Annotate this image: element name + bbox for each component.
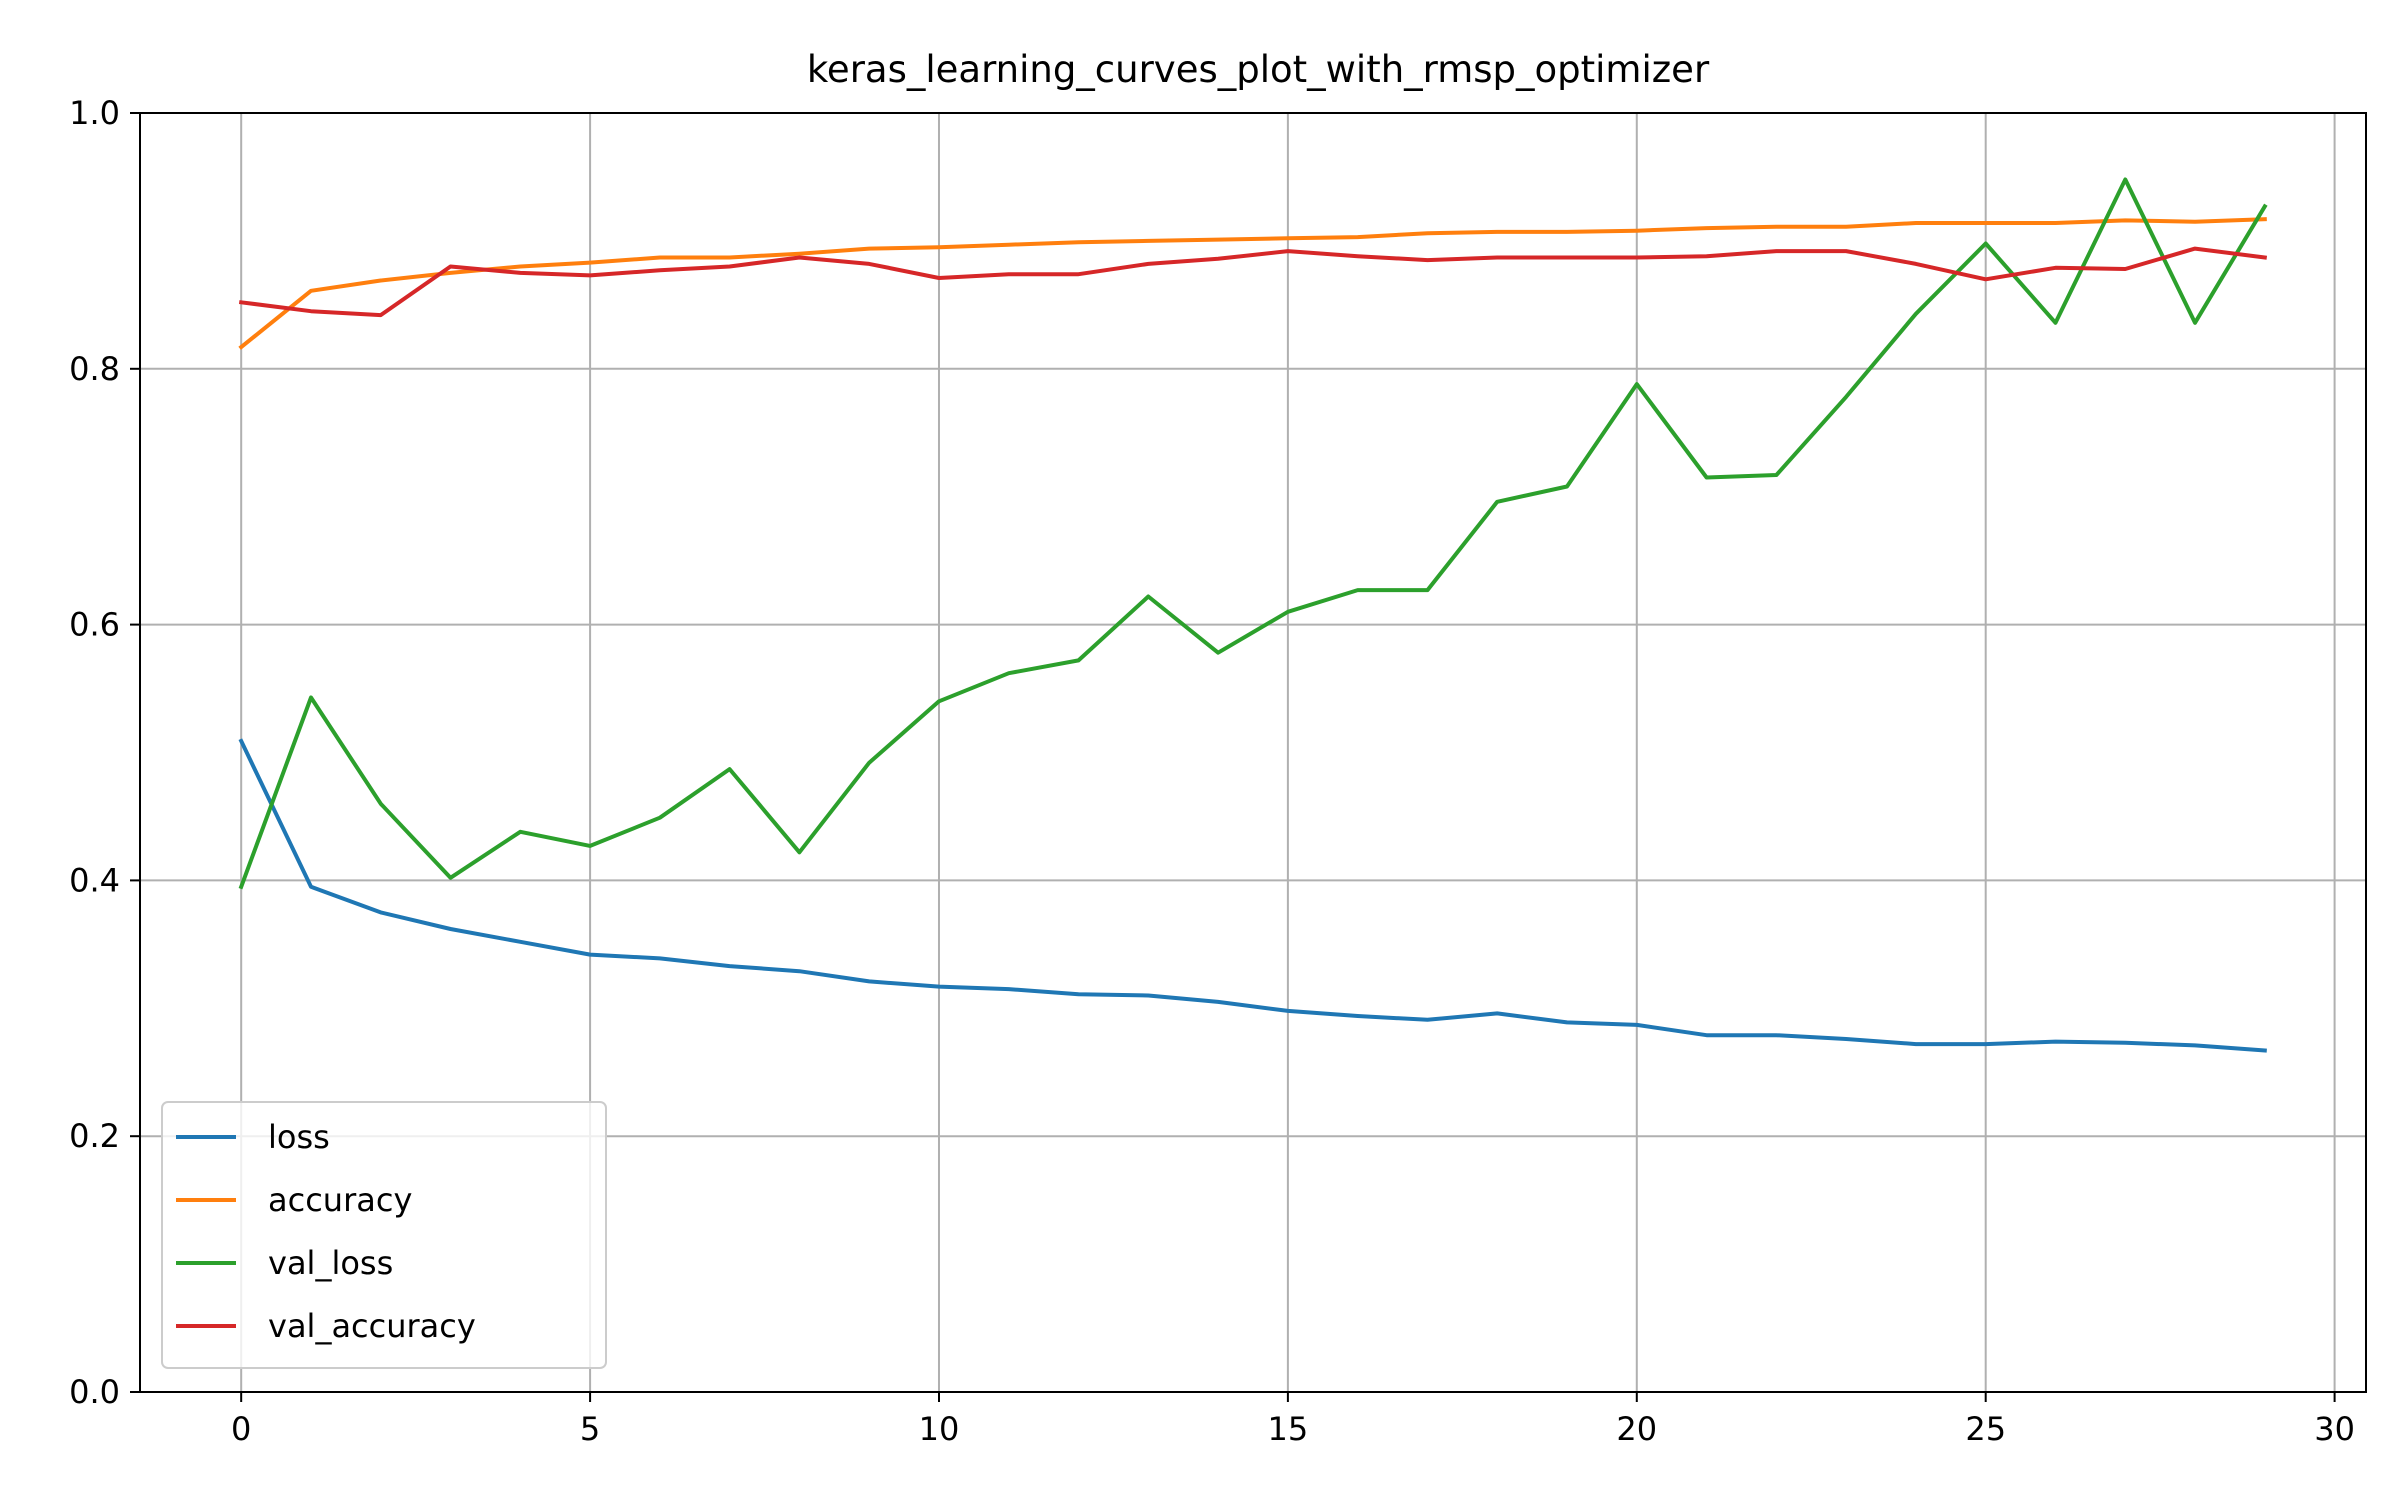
legend: loss accuracy val_loss val_accuracy: [161, 1101, 607, 1369]
series-line-loss: [238, 738, 2267, 1053]
legend-label-accuracy: accuracy: [268, 1181, 412, 1219]
y-tick-label: 0.6: [69, 606, 120, 644]
y-tick-label: 0.8: [69, 350, 120, 388]
axes-frame: [139, 112, 2367, 1393]
series-lines: [238, 177, 2268, 1053]
legend-label-val-accuracy: val_accuracy: [268, 1307, 476, 1345]
series-line-val-accuracy: [238, 246, 2268, 318]
series-line-val-loss: [238, 177, 2268, 890]
x-tick-label: 20: [1616, 1410, 1657, 1448]
legend-box: [161, 1101, 607, 1369]
y-tick-label: 0.4: [69, 861, 120, 899]
legend-label-loss: loss: [268, 1118, 330, 1156]
series-line-accuracy: [238, 217, 2267, 350]
chart-title: keras_learning_curves_plot_with_rmsp_opt…: [807, 48, 1710, 91]
axis-ticks: 0 5 10 15 20 25 30 0.0 0.2 0.4 0.6 0.8 1.0: [69, 94, 2355, 1448]
x-tick-label: 0: [231, 1410, 251, 1448]
y-tick-label: 1.0: [69, 94, 120, 132]
legend-label-val-loss: val_loss: [268, 1244, 393, 1282]
x-tick-label: 15: [1268, 1410, 1309, 1448]
x-tick-label: 10: [919, 1410, 960, 1448]
x-tick-label: 5: [580, 1410, 600, 1448]
x-tick-label: 25: [1965, 1410, 2006, 1448]
y-tick-label: 0.2: [69, 1117, 120, 1155]
y-tick-label: 0.0: [69, 1373, 120, 1411]
x-tick-label: 30: [2314, 1410, 2355, 1448]
